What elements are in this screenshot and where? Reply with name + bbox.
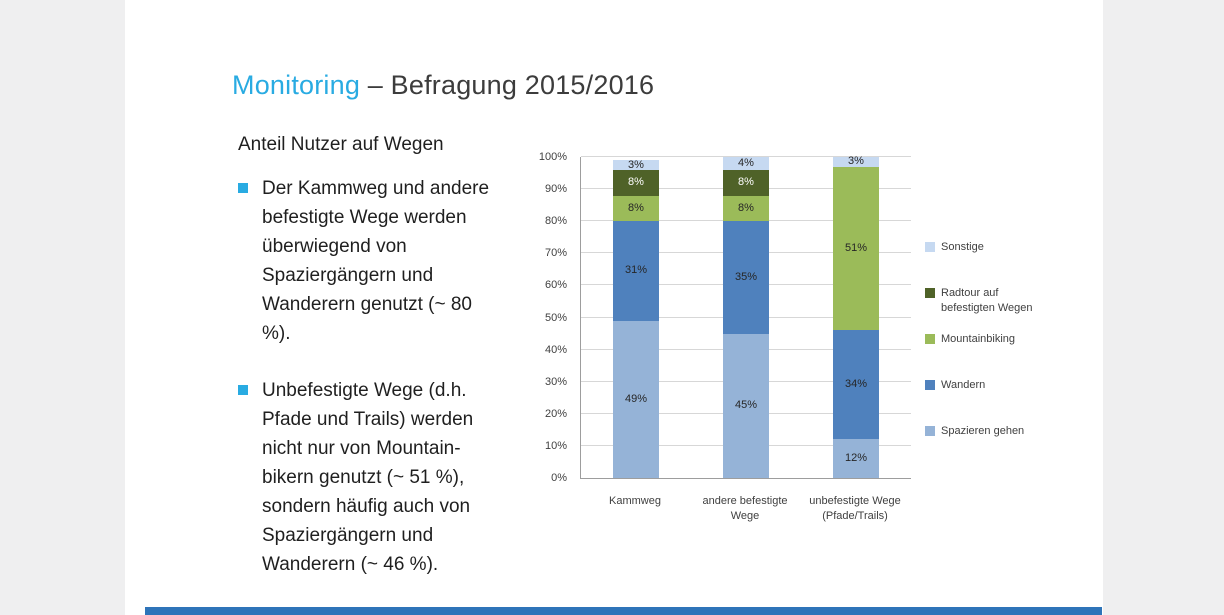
bar-segment-wandern: 35% — [723, 221, 769, 334]
x-category-label-text: Kammweg — [609, 495, 661, 507]
bar-segment-label: 51% — [844, 242, 868, 254]
bar-cell: 12% 34% 51% 3% — [801, 155, 911, 478]
x-category-label-text: unbefestigte Wege (Pfade/Trails) — [809, 495, 901, 522]
y-axis: 0% 10% 20% 30% 40% 50% 60% 70% 80% 90% 100% — [515, 151, 573, 484]
bar-segment-sonstige: 4% — [723, 157, 769, 170]
legend-swatch — [925, 426, 935, 436]
bar-segment-label: 3% — [628, 158, 644, 171]
bar-segment-label: 35% — [734, 270, 758, 283]
bar-segment-label: 31% — [624, 264, 648, 277]
legend-item-wandern: Wandern — [925, 378, 1055, 393]
slide-title-highlight: Monitoring — [232, 70, 361, 100]
bullet-square-icon — [238, 183, 248, 193]
slide-title: Monitoring – Befragung 2015/2016 — [232, 70, 654, 101]
bar-segment-label: 4% — [738, 156, 754, 169]
y-tick-label: 90% — [544, 183, 567, 196]
slide: Monitoring – Befragung 2015/2016 Anteil … — [125, 0, 1103, 615]
legend-swatch — [925, 334, 935, 344]
bar-segment-label: 8% — [738, 201, 754, 214]
stacked-bar-unbefestigte-wege-pfade-trails: 12% 34% 51% 3% — [833, 155, 879, 478]
gridline — [581, 156, 911, 157]
legend-swatch — [925, 380, 935, 390]
bar-segment-spazieren-gehen: 12% — [833, 439, 879, 478]
bullet-text: Unbefestigte Wege (d.h. Pfade und Trails… — [262, 380, 474, 575]
bar-cell: 49% 31% 8% 8% 3% — [581, 157, 691, 478]
legend-item-mountainbiking: Mountainbiking — [925, 332, 1055, 347]
plot-area: 49% 31% 8% 8% 3% 45% 35% 8% 8% 4% 12% 34% 51% 3% — [580, 155, 911, 479]
y-tick-label: 30% — [544, 375, 567, 388]
legend-label: Radtour auf befestigten Wegen — [941, 287, 1033, 314]
bar-segment-label: 8% — [738, 176, 754, 189]
y-tick-label: 70% — [544, 247, 567, 260]
legend-label: Spazieren gehen — [941, 425, 1025, 437]
bar-segment-wandern: 34% — [833, 330, 879, 440]
x-category-label: unbefestigte Wege (Pfade/Trails) — [800, 486, 910, 524]
bullet-item: Unbefestigte Wege (d.h. Pfade und Trails… — [238, 376, 500, 579]
bar-segment-label: 8% — [628, 176, 644, 189]
bar-segment-sonstige: 3% — [833, 155, 879, 168]
bar-segment-wandern: 31% — [613, 221, 659, 321]
bar-segment-mountainbiking: 8% — [723, 195, 769, 222]
x-category-label-text: andere befestigte Wege — [702, 495, 788, 522]
legend-item-radtour-auf-befestigten-wegen: Radtour auf befestigten Wegen — [925, 286, 1055, 314]
legend-item-sonstige: Sonstige — [925, 240, 1055, 255]
stacked-bar-chart: 0% 10% 20% 30% 40% 50% 60% 70% 80% 90% 100% 49% 31%… — [515, 150, 1075, 560]
footer-accent-bar — [145, 607, 1102, 615]
legend-label: Wandern — [941, 379, 986, 391]
slide-title-rest: – Befragung 2015/2016 — [360, 70, 655, 100]
bullet-square-icon — [238, 385, 248, 395]
y-tick-label: 10% — [544, 439, 567, 452]
y-tick-label: 60% — [544, 279, 567, 292]
bar-segment-label: 12% — [844, 452, 868, 465]
x-axis: Kammweg andere befestigte Wege unbefestigt… — [580, 486, 910, 524]
legend-label: Mountainbiking — [941, 333, 1015, 345]
bar-cell: 45% 35% 8% 8% 4% — [691, 157, 801, 478]
bar-segment-mountainbiking: 8% — [613, 195, 659, 222]
y-tick-label: 80% — [544, 215, 567, 228]
bar-segment-spazieren-gehen: 45% — [723, 333, 769, 478]
bar-segment-radtour-auf-befestigten-wegen: 8% — [613, 169, 659, 196]
legend-item-spazieren-gehen: Spazieren gehen — [925, 424, 1055, 439]
y-tick-label: 0% — [551, 472, 567, 484]
legend-swatch — [925, 288, 935, 298]
bar-segment-label: 3% — [848, 155, 864, 168]
y-tick-label: 40% — [544, 343, 567, 356]
stacked-bar-andere-befestigte-wege: 45% 35% 8% 8% 4% — [723, 157, 769, 478]
stacked-bar-kammweg: 49% 31% 8% 8% 3% — [613, 157, 659, 478]
bar-segment-radtour-auf-befestigten-wegen: 8% — [723, 169, 769, 196]
bars: 49% 31% 8% 8% 3% 45% 35% 8% 8% 4% 12% 34% 51% 3% — [581, 155, 911, 478]
bar-segment-mountainbiking: 51% — [833, 166, 879, 331]
content-heading: Anteil Nutzer auf Wegen — [238, 134, 444, 155]
x-category-label: andere befestigte Wege — [690, 486, 800, 524]
y-tick-label: 100% — [538, 151, 567, 163]
legend-label: Sonstige — [941, 241, 984, 253]
bullet-item: Der Kammweg und andere befestigte Wege w… — [238, 174, 500, 348]
bar-segment-label: 45% — [734, 399, 758, 412]
legend: Sonstige Radtour auf befestigten Wegen Mou… — [925, 240, 1055, 439]
bar-segment-label: 49% — [624, 392, 648, 405]
x-category-label: Kammweg — [580, 486, 690, 524]
legend-swatch — [925, 242, 935, 252]
bar-segment-label: 34% — [844, 378, 868, 391]
y-tick-label: 50% — [544, 311, 567, 324]
y-tick-label: 20% — [544, 407, 567, 420]
bullet-text: Der Kammweg und andere befestigte Wege w… — [262, 178, 490, 344]
bar-segment-label: 8% — [628, 201, 644, 214]
bullet-list: Der Kammweg und andere befestigte Wege w… — [238, 174, 500, 579]
bar-segment-spazieren-gehen: 49% — [613, 320, 659, 478]
bar-segment-sonstige: 3% — [613, 158, 659, 171]
